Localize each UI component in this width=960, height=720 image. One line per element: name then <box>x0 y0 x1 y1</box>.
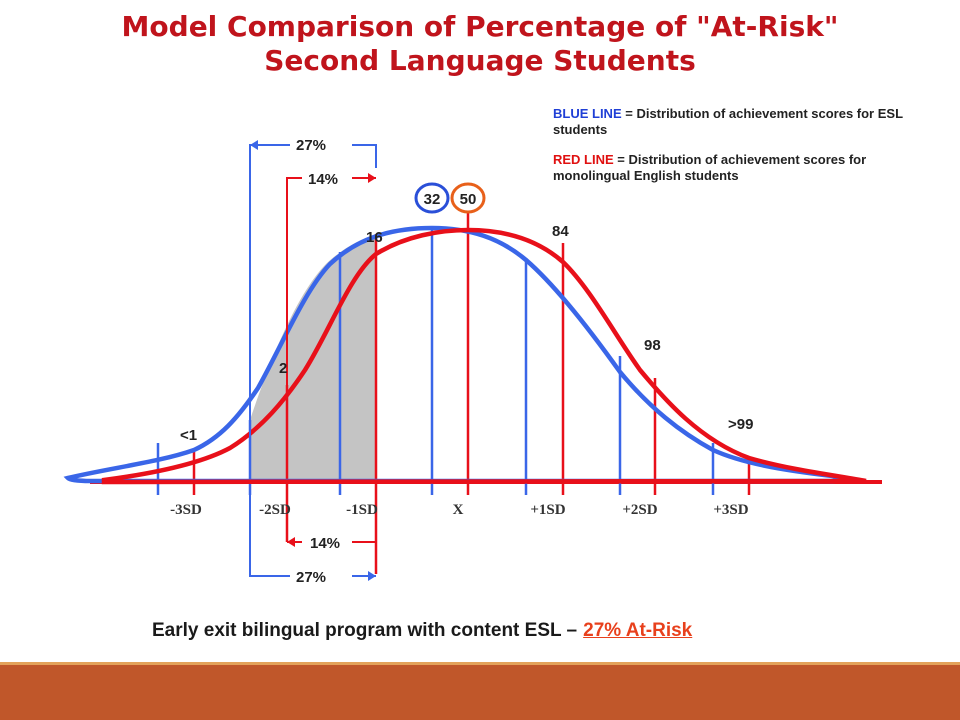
percentile-2: 2 <box>279 360 287 377</box>
percentile-84: 84 <box>552 223 569 240</box>
axis-label-m2sd: -2SD <box>259 502 291 518</box>
badge-red-text: 50 <box>460 191 477 208</box>
red-curve <box>101 227 867 485</box>
title-line-1: Model Comparison of Percentage of "At-Ri… <box>121 10 839 43</box>
percentile-lt1: <1 <box>180 427 197 444</box>
badge-blue-text: 32 <box>424 191 441 208</box>
axis-label-mean: X <box>453 502 464 518</box>
legend-blue-desc: = Distribution of achievement scores for… <box>553 106 903 137</box>
legend-red-desc: = Distribution of achievement scores for… <box>553 152 867 183</box>
axis-label-p2sd: +2SD <box>622 502 657 518</box>
legend-red: RED LINE = Distribution of achievement s… <box>553 152 913 184</box>
axis-label-p1sd: +1SD <box>530 502 565 518</box>
label-inner-top: 14% <box>308 171 338 188</box>
axis-labels: -3SD -2SD -1SD X +1SD +2SD +3SD <box>170 502 749 518</box>
title-line-2: Second Language Students <box>264 44 696 77</box>
label-outer-bottom: 27% <box>296 569 326 586</box>
arrow-inner-top-right <box>368 173 376 183</box>
caption: Early exit bilingual program with conten… <box>152 620 692 642</box>
blue-sd-lines <box>156 228 715 495</box>
badge-red-50 <box>450 182 486 214</box>
footer-line <box>0 662 960 665</box>
arrow-outer-bottom-right <box>368 571 376 581</box>
percentile-98: 98 <box>644 337 661 354</box>
label-outer-top: 27% <box>296 137 326 154</box>
badge-blue-32 <box>414 182 450 214</box>
legend-blue-term: BLUE LINE <box>553 106 622 121</box>
footer-band <box>0 662 960 720</box>
arrow-inner-bottom-left <box>287 537 295 547</box>
label-inner-bottom: 14% <box>310 535 340 552</box>
legend-blue: BLUE LINE = Distribution of achievement … <box>553 106 913 138</box>
legend-red-term: RED LINE <box>553 152 614 167</box>
percentile-16: 16 <box>366 229 383 246</box>
percentile-gt99: >99 <box>728 416 753 433</box>
arrow-outer-top-left <box>250 140 258 150</box>
page-title: Model Comparison of Percentage of "At-Ri… <box>0 10 960 78</box>
caption-text: Early exit bilingual program with conten… <box>152 620 578 641</box>
caption-risk: 27% At-Risk <box>583 620 693 641</box>
axis-label-p3sd: +3SD <box>713 502 748 518</box>
axis-label-m3sd: -3SD <box>170 502 202 518</box>
red-sd-lines <box>192 210 751 574</box>
axis-label-m1sd: -1SD <box>346 502 378 518</box>
